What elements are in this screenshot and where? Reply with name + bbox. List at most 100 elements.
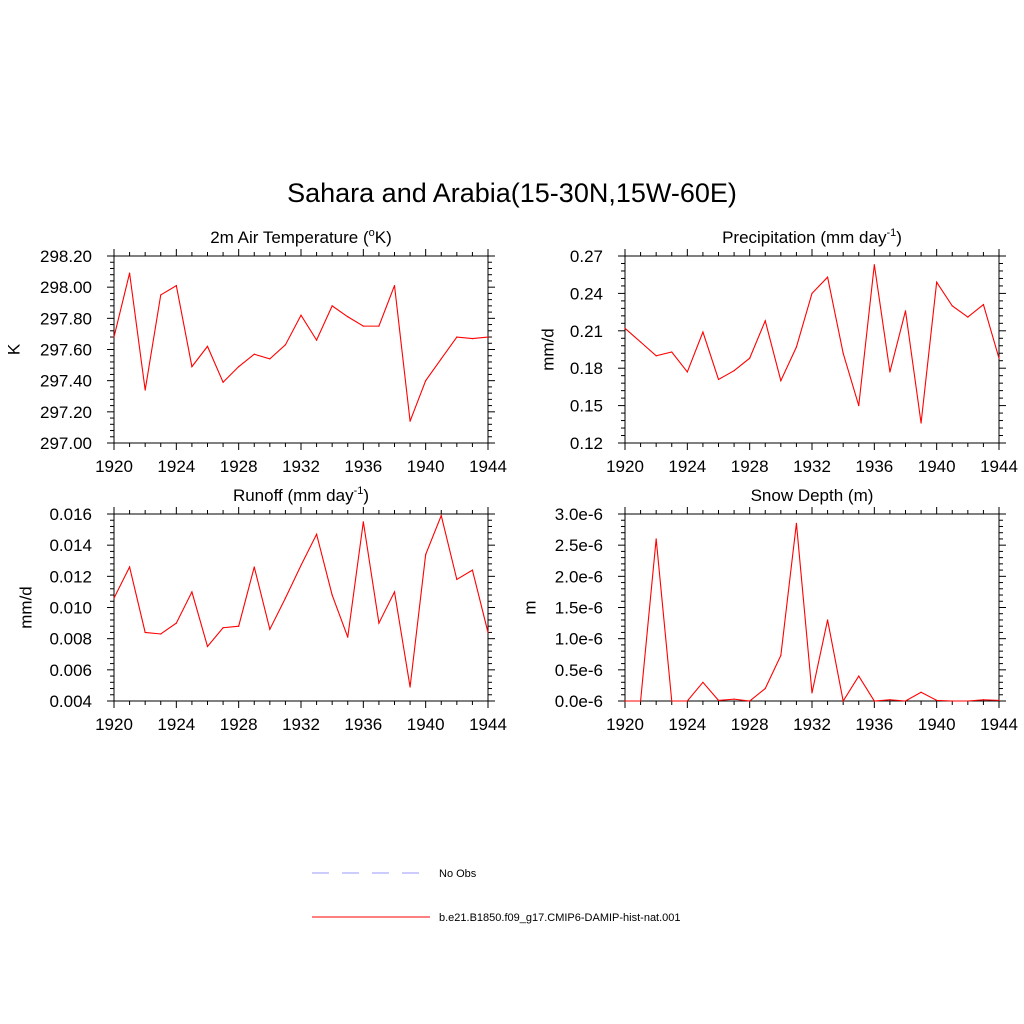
legend-label: No Obs [439, 868, 477, 880]
data-point [951, 700, 953, 702]
data-point [456, 578, 458, 581]
x-tick-label: 1924 [157, 457, 195, 476]
data-point [764, 320, 766, 322]
data-point [624, 700, 626, 702]
y-tick-label: 0.15 [570, 397, 603, 416]
data-point [128, 272, 131, 274]
data-point [471, 337, 474, 340]
y-tick-label: 297.60 [40, 341, 92, 360]
x-tick-label: 1924 [668, 715, 706, 734]
panel-title: Precipitation (mm day-1) [722, 227, 902, 247]
data-point [655, 538, 657, 540]
data-point [982, 304, 985, 306]
data-point [409, 686, 411, 688]
data-point [749, 700, 751, 702]
chart-panels: 2m Air Temperature (oK) K 1920 1924 1928 1932… [5, 227, 1018, 734]
data-point [331, 594, 333, 596]
data-point [780, 654, 782, 657]
data-point [206, 645, 209, 648]
x-tick-label: 1932 [282, 715, 320, 734]
data-point [982, 699, 985, 701]
plot-frame [624, 255, 1000, 444]
data-point [284, 344, 287, 346]
data-point [487, 336, 489, 338]
data-point [191, 591, 193, 593]
data-point [671, 700, 673, 702]
y-tick-label: 3.0e-6 [555, 505, 603, 524]
series-line [113, 513, 489, 688]
x-tick-label: 1940 [407, 457, 445, 476]
y-axis-label: m [521, 600, 540, 614]
data-point [702, 681, 704, 683]
x-tick-label: 1936 [855, 715, 893, 734]
x-tick-label: 1920 [95, 457, 133, 476]
legend: No Obs b.e21.B1850.f09_g17.CMIP6-DAMIP-hi… [312, 868, 681, 924]
x-tick-label: 1920 [95, 715, 133, 734]
data-point [269, 358, 271, 360]
y-tick-label: 0.008 [49, 630, 92, 649]
data-point [113, 597, 115, 599]
chart-panel-3: Runoff (mm day-1) mm/d 1920 1924 1928 1932 193… [17, 485, 507, 734]
data-point [471, 569, 474, 571]
y-tick-label: 298.20 [40, 247, 92, 266]
data-point [639, 341, 642, 343]
data-point [873, 700, 875, 702]
figure-title: Sahara and Arabia(15-30N,15W-60E) [287, 178, 737, 208]
data-point [284, 597, 287, 599]
data-point [238, 625, 240, 627]
x-tick-label: 1932 [282, 457, 320, 476]
data-point [936, 281, 938, 283]
data-point [686, 700, 688, 702]
panel-title: Runoff (mm day-1) [233, 485, 369, 505]
data-point [998, 699, 1000, 701]
x-tick-label: 1920 [606, 457, 644, 476]
data-point [967, 700, 969, 702]
chart-panel-2: Precipitation (mm day-1) mm/d 1920 1924 1928… [539, 227, 1018, 476]
data-point [936, 699, 938, 701]
y-tick-label: 0.0e-6 [555, 692, 603, 711]
data-point [951, 305, 953, 307]
data-point [440, 358, 442, 360]
data-point [362, 521, 364, 523]
data-point [686, 371, 688, 373]
chart-panel-4: Snow Depth (m) m 1920 1924 1928 1932 1936 1940 1… [521, 486, 1018, 734]
y-tick-label: 297.40 [40, 372, 92, 391]
data-point [347, 636, 349, 638]
data-point [362, 325, 364, 327]
data-point [315, 339, 318, 341]
data-point [967, 316, 969, 318]
x-tick-label: 1928 [731, 457, 769, 476]
data-point [347, 316, 349, 318]
data-point [920, 691, 922, 693]
data-point [113, 336, 115, 338]
data-point [873, 264, 875, 266]
data-point [300, 564, 302, 567]
series-line [113, 273, 489, 422]
x-tick-label: 1940 [407, 715, 445, 734]
data-point [904, 310, 907, 312]
panel-title: Snow Depth (m) [751, 486, 874, 505]
x-tick-label: 1932 [793, 457, 831, 476]
data-point [175, 285, 177, 287]
legend-item-1: No Obs [312, 868, 477, 880]
data-point [764, 687, 766, 690]
y-axis-label: K [5, 343, 24, 355]
data-point [191, 366, 193, 368]
data-point [144, 631, 146, 634]
data-point [144, 389, 146, 391]
data-point [904, 700, 907, 702]
data-point [702, 331, 704, 333]
data-point [440, 514, 442, 517]
data-point [393, 591, 396, 593]
y-tick-label: 0.014 [49, 536, 92, 555]
data-point [811, 692, 813, 694]
data-point [253, 353, 255, 355]
data-point [425, 380, 427, 382]
x-tick-label: 1924 [668, 457, 706, 476]
data-point [717, 699, 720, 701]
data-point [733, 698, 735, 700]
y-tick-label: 0.5e-6 [555, 661, 603, 680]
chart-panel-1: 2m Air Temperature (oK) K 1920 1924 1928 1932… [5, 227, 507, 476]
data-point [733, 370, 735, 372]
